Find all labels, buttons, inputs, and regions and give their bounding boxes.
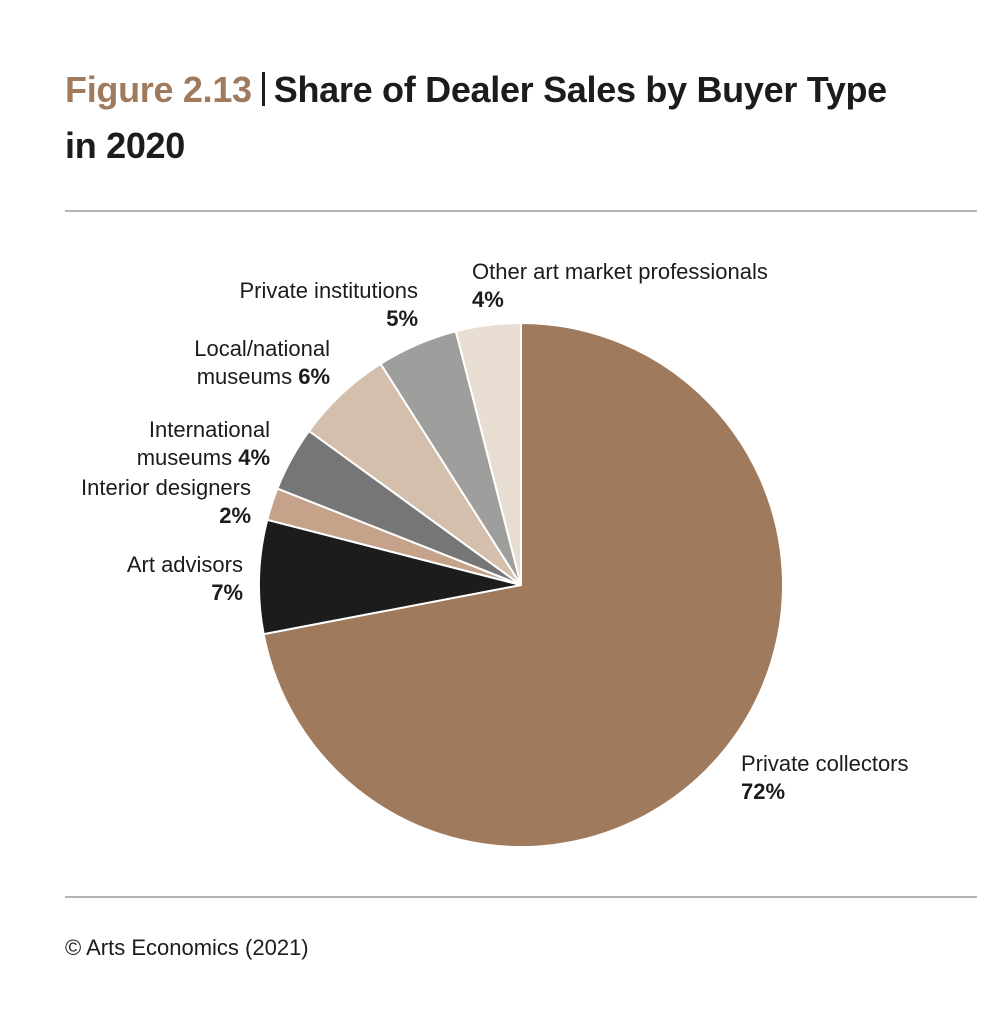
category-label: Private collectors xyxy=(741,751,909,776)
value-label: 7% xyxy=(211,580,243,605)
pie-slice xyxy=(454,322,522,586)
category-label: Interior designers xyxy=(81,475,251,500)
slice-label: Other art market professionals 4% xyxy=(472,258,832,314)
chart-title: Share of Dealer Sales by Buyer Type in 2… xyxy=(65,69,887,166)
pie-slice xyxy=(258,518,522,636)
top-rule xyxy=(65,210,977,212)
slice-label: Interior designers 2% xyxy=(31,474,251,530)
title-block: Figure 2.13 Share of Dealer Sales by Buye… xyxy=(65,62,925,174)
category-label: Other art market professionals xyxy=(472,259,768,284)
category-label: Art advisors xyxy=(126,552,243,577)
source: © Arts Economics (2021) xyxy=(65,935,309,960)
figure-label: Figure 2.13 xyxy=(65,69,252,110)
slice-label: Art advisors 7% xyxy=(43,551,243,607)
slice-label: Private collectors 72% xyxy=(741,750,981,806)
value-label: 4% xyxy=(238,445,270,470)
slice-label: Private institutions 5% xyxy=(188,277,418,333)
value-label: 5% xyxy=(386,306,418,331)
slice-label: International museums 4% xyxy=(90,416,270,472)
separator xyxy=(261,72,265,106)
category-label: Local/national museums xyxy=(194,336,330,389)
bottom-rule xyxy=(65,896,977,898)
slice-label: Local/national museums 6% xyxy=(140,335,330,391)
value-label: 72% xyxy=(741,779,786,804)
category-label: Private institutions xyxy=(239,278,418,303)
pie-slice xyxy=(262,322,784,848)
value-label: 6% xyxy=(298,364,330,389)
value-label: 2% xyxy=(219,503,251,528)
value-label: 4% xyxy=(472,287,504,312)
category-label: International museums xyxy=(136,417,270,470)
